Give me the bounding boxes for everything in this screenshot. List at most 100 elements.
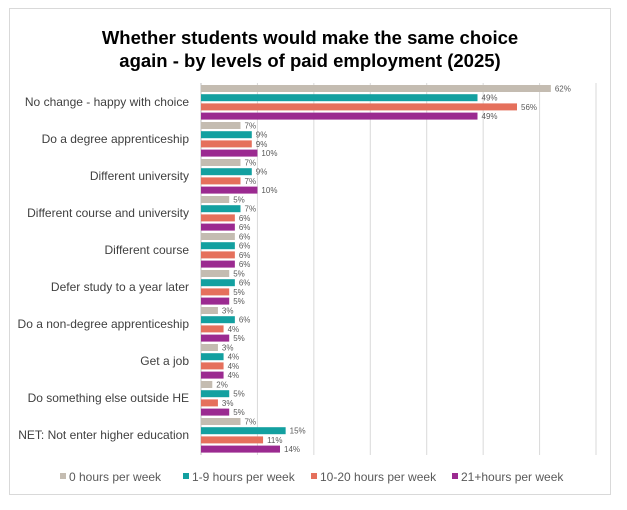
category-label: Do a non-degree apprenticeship (18, 317, 190, 331)
bar (201, 223, 235, 231)
bar (201, 427, 286, 435)
bar (201, 371, 224, 379)
bar (201, 316, 235, 324)
data-label: 11% (267, 436, 282, 445)
legend-label: 21+hours per week (461, 470, 564, 484)
data-label: 6% (239, 251, 251, 260)
data-label: 9% (256, 131, 268, 140)
bar (201, 140, 252, 148)
bar (201, 177, 241, 185)
data-label: 6% (239, 260, 251, 269)
bar (201, 159, 241, 166)
bar (201, 362, 224, 370)
bar (201, 103, 517, 111)
category-label: Different university (90, 169, 189, 183)
legend-label: 0 hours per week (69, 470, 162, 484)
data-label: 7% (245, 177, 257, 186)
data-label: 7% (245, 159, 257, 168)
bar (201, 168, 252, 176)
legend-swatch (452, 473, 458, 479)
bar (201, 307, 218, 314)
data-label: 14% (284, 445, 300, 454)
category-label: No change - happy with choice (25, 95, 189, 109)
chart-title-line: Whether students would make the same cho… (101, 27, 519, 48)
data-label: 10% (261, 186, 277, 195)
data-label: 7% (245, 122, 257, 131)
bar (201, 418, 241, 425)
legend-label: 1-9 hours per week (192, 470, 296, 484)
legend-swatch (60, 473, 66, 479)
category-label: Different course and university (27, 206, 189, 220)
data-label: 4% (228, 371, 240, 380)
data-label: 9% (256, 168, 268, 177)
bar (201, 288, 230, 296)
data-label: 5% (233, 297, 245, 306)
category-label: Do something else outside HE (28, 391, 189, 405)
category-label: NET: Not enter higher education (18, 428, 189, 442)
chart-title: Whether students would make the same cho… (0, 26, 620, 72)
bar (201, 436, 264, 444)
data-label: 2% (216, 381, 228, 390)
bar (201, 390, 230, 398)
data-label: 7% (245, 418, 257, 427)
bar (201, 205, 241, 213)
bar (201, 122, 241, 129)
category-label: Defer study to a year later (51, 280, 189, 294)
bar (201, 297, 230, 305)
data-label: 10% (261, 149, 277, 158)
bar (201, 94, 478, 102)
bar (201, 233, 235, 240)
data-label: 5% (233, 334, 245, 343)
data-label: 56% (521, 103, 537, 112)
data-label: 3% (222, 399, 234, 408)
chart-title-line: again - by levels of paid employment (20… (119, 50, 501, 71)
data-label: 6% (239, 233, 251, 242)
data-label: 49% (482, 94, 498, 103)
bar (201, 149, 258, 157)
bar (201, 186, 258, 194)
data-label: 5% (233, 288, 245, 297)
bar (201, 196, 230, 203)
bar (201, 131, 252, 139)
data-label: 15% (290, 427, 306, 436)
category-label: Different course (105, 243, 190, 257)
data-label: 3% (222, 344, 234, 353)
data-label: 5% (233, 196, 245, 205)
data-label: 5% (233, 408, 245, 417)
data-label: 4% (228, 362, 240, 371)
legend-swatch (183, 473, 189, 479)
data-label: 7% (245, 205, 257, 214)
bar (201, 270, 230, 277)
bar (201, 353, 224, 361)
bar (201, 242, 235, 250)
data-label: 3% (222, 307, 234, 316)
bar (201, 399, 218, 407)
data-label: 4% (228, 325, 240, 334)
bar (201, 214, 235, 222)
data-label: 6% (239, 242, 251, 251)
bar (201, 251, 235, 259)
bar (201, 112, 478, 120)
bar (201, 325, 224, 333)
bar (201, 85, 551, 92)
data-label: 6% (239, 214, 251, 223)
category-label: Do a degree apprenticeship (42, 132, 190, 146)
bar (201, 279, 235, 287)
data-label: 9% (256, 140, 268, 149)
data-label: 6% (239, 223, 251, 232)
data-label: 6% (239, 316, 251, 325)
bar (201, 408, 230, 416)
bar (201, 445, 280, 453)
data-label: 5% (233, 390, 245, 399)
legend-label: 10-20 hours per week (320, 470, 437, 484)
data-label: 62% (555, 85, 571, 94)
bar (201, 334, 230, 342)
data-label: 4% (228, 353, 240, 362)
data-label: 6% (239, 279, 251, 288)
bar (201, 260, 235, 268)
legend-swatch (311, 473, 317, 479)
category-label: Get a job (140, 354, 189, 368)
data-label: 5% (233, 270, 245, 279)
bar (201, 381, 213, 388)
